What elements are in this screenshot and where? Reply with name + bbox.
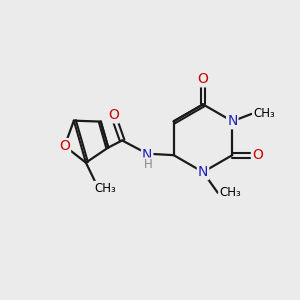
Text: N: N (198, 165, 208, 179)
Text: CH₃: CH₃ (253, 107, 275, 120)
Text: O: O (59, 139, 70, 153)
Text: CH₃: CH₃ (219, 186, 241, 199)
Text: O: O (252, 148, 263, 162)
Text: O: O (108, 108, 119, 122)
Text: N: N (142, 148, 152, 162)
Text: H: H (143, 158, 152, 171)
Text: CH₃: CH₃ (94, 182, 116, 195)
Text: O: O (198, 72, 208, 86)
Text: N: N (227, 114, 238, 128)
